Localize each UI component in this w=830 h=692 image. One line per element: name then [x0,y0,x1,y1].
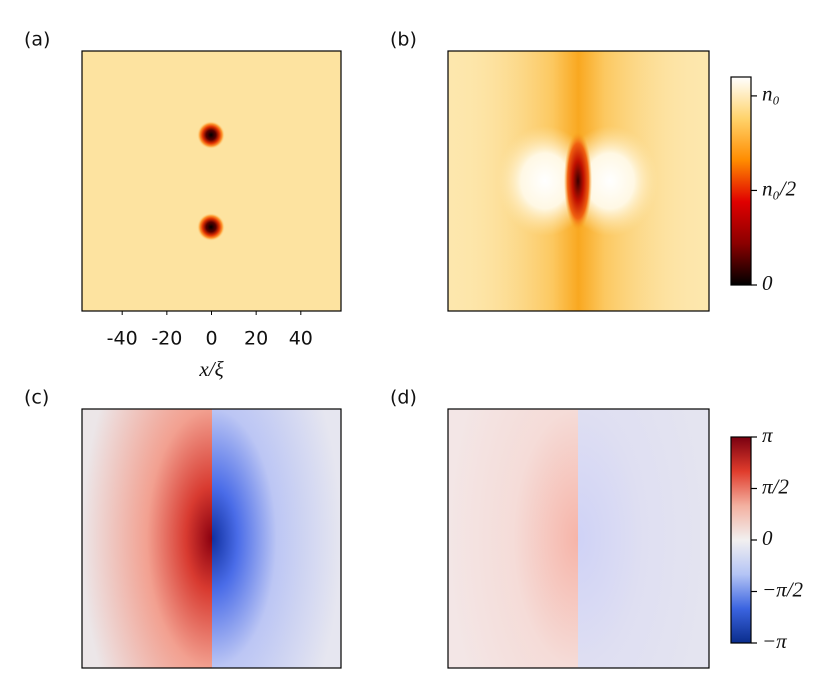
panel-frame [81,408,342,669]
panel-frame [447,50,710,312]
panel-frame [447,408,710,669]
colorbar-tick-label: −π/2 [762,577,804,601]
x-tick-label: 20 [244,328,268,350]
heatmap-c [82,409,341,668]
colorbar-tick-label: 0 [762,271,773,295]
x-tick-label: -20 [151,328,182,350]
colorbar [730,436,752,644]
colorbar-tick-label: n₀/2 [762,176,797,200]
heatmap-a [82,51,341,311]
panel-label: (d) [390,387,417,409]
panel-label: (b) [390,29,417,51]
x-tick-label: 0 [205,328,217,350]
colorbar-tick-label: n₀ [762,82,780,106]
colorbar-tick-label: π [762,423,773,447]
x-axis-label: x/ξ [198,357,223,381]
panel-label: (c) [24,387,49,409]
colorbar-tick-label: −π [762,629,787,653]
colorbar-tick-label: 0 [762,526,773,550]
colorbar-tick-label: π/2 [762,474,789,498]
x-tick-label: 40 [289,328,313,350]
heatmap-d [448,409,709,668]
panel-label: (a) [24,29,50,51]
x-tick-label: -40 [107,328,138,350]
colorbar [730,76,752,286]
heatmap-b [448,51,709,311]
